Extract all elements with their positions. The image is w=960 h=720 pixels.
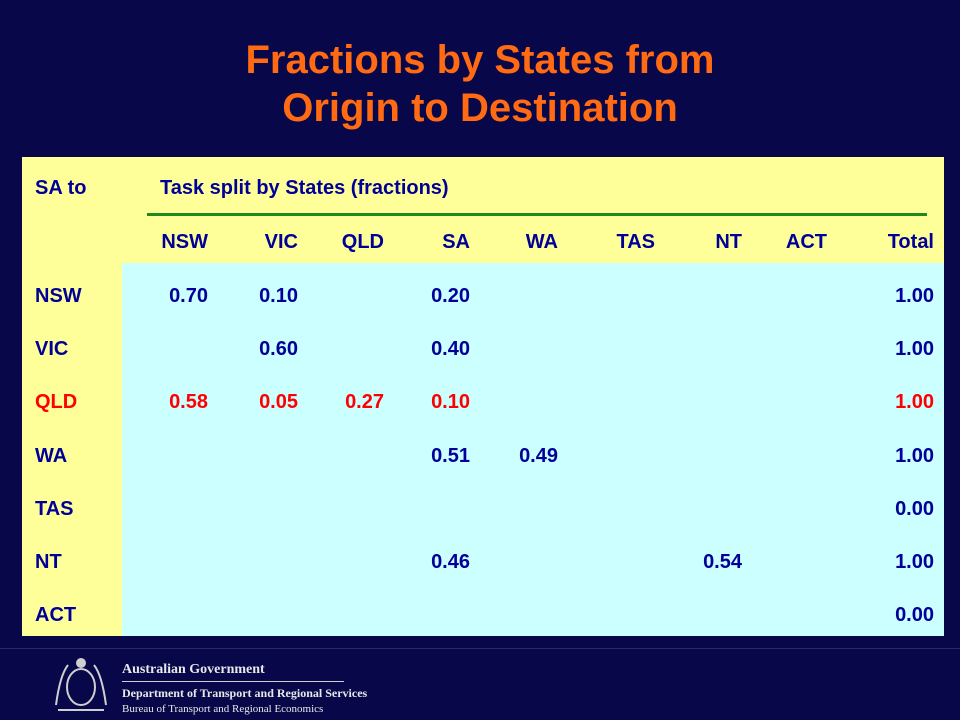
corner-label: SA to (35, 177, 87, 199)
bureau-name: Bureau of Transport and Regional Economi… (122, 703, 324, 715)
row-label: WA (35, 444, 68, 467)
table-cell: 0.40 (431, 338, 470, 361)
table-cell: 0.60 (259, 338, 298, 361)
table-header-bg (22, 157, 944, 263)
title-line: Origin to Destination (282, 86, 678, 130)
government-name: Australian Government (122, 662, 265, 677)
table-cell: 0.58 (169, 391, 208, 414)
row-label: NT (35, 551, 62, 573)
footer-rule (122, 681, 344, 682)
column-header: TAS (616, 231, 655, 253)
table-cell: 0.05 (259, 391, 298, 414)
title-line: Fractions by States from (245, 38, 715, 82)
table-cell: 0.51 (431, 444, 470, 467)
table-cell: 0.20 (431, 285, 470, 307)
row-label: NSW (35, 285, 82, 307)
column-header: SA (442, 231, 470, 253)
table-cell: 0.27 (345, 391, 384, 414)
table-cell: 0.46 (431, 551, 470, 573)
table-cell: 1.00 (895, 338, 934, 361)
group-underline (147, 213, 927, 216)
table-cell: 0.70 (169, 285, 208, 307)
table-cell: 1.00 (895, 285, 934, 307)
table-cell: 0.00 (895, 604, 934, 627)
row-label: QLD (35, 391, 78, 414)
column-header: NT (715, 231, 742, 253)
table-cell: 0.10 (431, 391, 470, 414)
column-header: QLD (341, 231, 384, 253)
separator (0, 648, 960, 649)
row-label: ACT (35, 604, 77, 627)
table-cell: 1.00 (895, 551, 934, 573)
column-header: VIC (264, 231, 298, 253)
column-header: ACT (785, 231, 827, 253)
table-cell: 1.00 (895, 444, 934, 467)
column-header: Total (887, 231, 934, 253)
table-cell: 0.49 (519, 444, 558, 467)
table-cell: 1.00 (895, 391, 934, 414)
table-cell: 0.10 (259, 285, 298, 307)
crest (55, 658, 107, 711)
column-header: WA (525, 231, 558, 253)
table-cell: 0.00 (895, 497, 934, 520)
table-body-bg (122, 263, 944, 636)
department-name: Department of Transport and Regional Ser… (122, 686, 368, 700)
row-label: VIC (35, 338, 69, 361)
group-header: Task split by States (fractions) (160, 177, 449, 199)
row-label: TAS (35, 497, 74, 520)
row-label-bg (22, 263, 122, 636)
column-header: NSW (161, 231, 208, 253)
table-cell: 0.54 (703, 551, 742, 573)
